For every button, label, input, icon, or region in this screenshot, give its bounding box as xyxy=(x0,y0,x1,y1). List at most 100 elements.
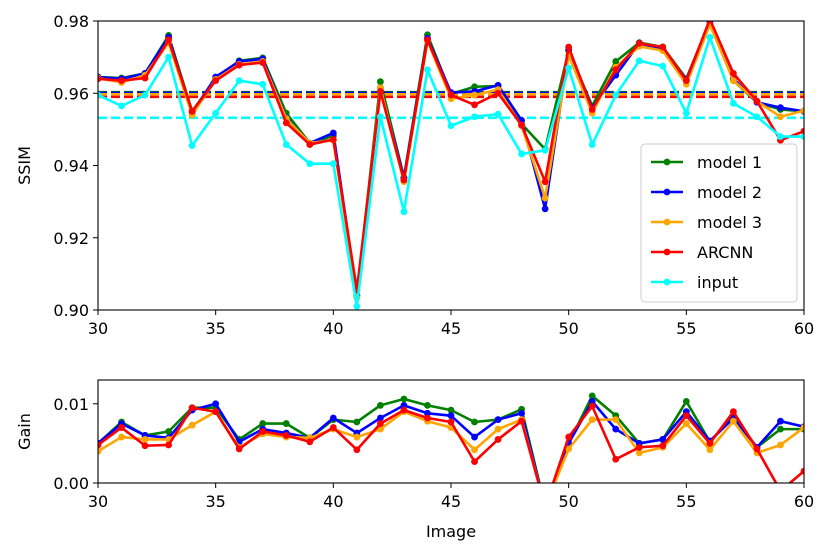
ssim-point-4-18 xyxy=(518,150,525,158)
ssim-point-2-16 xyxy=(471,91,478,99)
ssim-point-3-0 xyxy=(98,75,102,83)
gain-point-3-24 xyxy=(659,442,667,450)
gain-ytick-label-0: 0.00 xyxy=(53,474,89,493)
ssim-point-0-22 xyxy=(612,58,620,65)
gain-ylabel: Gain xyxy=(15,413,34,450)
gain-point-1-14 xyxy=(424,409,431,417)
gain-point-3-2 xyxy=(141,442,149,450)
gain-point-0-11 xyxy=(353,418,361,426)
ssim-xtick-label-6: 60 xyxy=(794,319,814,338)
ssim-point-4-23 xyxy=(635,57,643,65)
gain-point-3-30 xyxy=(800,467,804,475)
ssim-ytick-label-0: 0.90 xyxy=(53,301,89,320)
gain-point-2-21 xyxy=(588,416,596,424)
legend-label: model 2 xyxy=(697,183,762,202)
gain-point-0-8 xyxy=(282,420,290,427)
ssim-xtick-label-5: 55 xyxy=(676,319,696,338)
ssim-point-0-12 xyxy=(377,78,384,86)
ssim-point-3-20 xyxy=(565,43,573,51)
ssim-point-4-3 xyxy=(165,53,173,61)
gain-point-1-16 xyxy=(471,433,478,441)
ssim-point-1-10 xyxy=(329,129,337,137)
gain-point-3-15 xyxy=(447,418,455,426)
legend-item: model 2 xyxy=(651,183,762,202)
legend-item: model 1 xyxy=(651,153,762,172)
gain-point-3-5 xyxy=(212,408,220,416)
ssim-ylabel: SSIM xyxy=(15,146,34,185)
gain-ytick-label-1: 0.01 xyxy=(53,395,89,414)
gain-point-3-3 xyxy=(165,441,173,449)
gain-point-3-0 xyxy=(98,441,102,449)
ssim-point-2-29 xyxy=(777,113,784,121)
gain-point-2-17 xyxy=(494,425,502,433)
ssim-xtick-label-2: 40 xyxy=(323,319,343,338)
legend-label: model 3 xyxy=(697,213,762,232)
ssim-point-4-19 xyxy=(541,146,549,154)
ssim-xtick-label-3: 45 xyxy=(441,319,461,338)
gain-point-1-17 xyxy=(494,416,502,424)
gain-point-3-19 xyxy=(542,503,549,510)
ssim-point-4-24 xyxy=(659,62,667,70)
gain-point-1-10 xyxy=(329,414,337,422)
ssim-point-4-26 xyxy=(706,33,714,41)
ssim-point-3-9 xyxy=(306,141,314,148)
ssim-point-3-30 xyxy=(800,127,804,135)
legend-swatch-marker xyxy=(663,278,671,286)
ssim-point-3-24 xyxy=(659,43,667,51)
gain-xtick-label-2: 40 xyxy=(323,492,343,511)
gain-point-2-12 xyxy=(377,425,384,433)
gain-xlabel: Image xyxy=(426,522,476,541)
gain-point-2-27 xyxy=(730,417,737,425)
ssim-ytick-label-1: 0.92 xyxy=(53,229,89,248)
gain-point-3-11 xyxy=(353,446,361,454)
legend-swatch-marker xyxy=(663,188,671,196)
ssim-xtick-label-1: 35 xyxy=(205,319,225,338)
gain-point-3-9 xyxy=(306,438,314,446)
gain-point-2-1 xyxy=(118,433,125,441)
gain-point-3-20 xyxy=(565,433,573,441)
gain-point-2-16 xyxy=(471,446,478,454)
ssim-point-4-13 xyxy=(400,208,408,216)
gain-point-0-14 xyxy=(424,401,431,409)
ssim-ytick-label-2: 0.94 xyxy=(53,157,89,176)
ssim-point-4-8 xyxy=(282,141,290,148)
gain-point-3-23 xyxy=(635,443,643,451)
gain-point-3-18 xyxy=(518,417,525,425)
gain-point-1-18 xyxy=(518,409,525,417)
ssim-point-4-4 xyxy=(188,142,196,150)
legend-item: model 3 xyxy=(651,213,762,232)
gain-point-3-25 xyxy=(682,412,690,420)
legend: model 1 model 2 model 3 ARCNN input xyxy=(640,143,798,303)
ssim-point-4-17 xyxy=(494,110,502,118)
gain-point-2-0 xyxy=(98,447,102,455)
gain-point-3-13 xyxy=(400,406,408,414)
legend-swatch-marker xyxy=(663,248,671,256)
ssim-point-3-15 xyxy=(447,91,455,99)
ssim-point-4-20 xyxy=(565,64,573,72)
gain-point-2-22 xyxy=(612,416,620,424)
ssim-point-4-22 xyxy=(612,91,620,99)
legend-swatch-marker xyxy=(663,158,671,166)
ssim-point-3-25 xyxy=(682,77,690,85)
gain-point-0-25 xyxy=(682,397,690,405)
gain-point-2-19 xyxy=(542,503,549,510)
ssim-point-4-1 xyxy=(118,102,125,110)
ssim-point-3-26 xyxy=(706,21,713,23)
ssim-point-4-29 xyxy=(777,133,784,141)
legend-item: ARCNN xyxy=(651,243,753,262)
ssim-point-3-12 xyxy=(377,88,384,95)
ssim-point-4-21 xyxy=(588,141,596,148)
gain-point-3-4 xyxy=(188,404,196,412)
gain-xtick-label-1: 35 xyxy=(205,492,225,511)
gain-point-2-4 xyxy=(188,421,196,429)
gain-point-3-26 xyxy=(706,439,714,447)
ssim-point-4-7 xyxy=(259,80,267,88)
gain-point-3-17 xyxy=(494,436,502,443)
ssim-point-4-15 xyxy=(447,122,455,130)
gain-point-0-13 xyxy=(400,395,408,403)
gain-point-1-5 xyxy=(212,400,220,408)
ssim-point-3-16 xyxy=(471,101,478,109)
gain-point-2-29 xyxy=(777,441,784,449)
